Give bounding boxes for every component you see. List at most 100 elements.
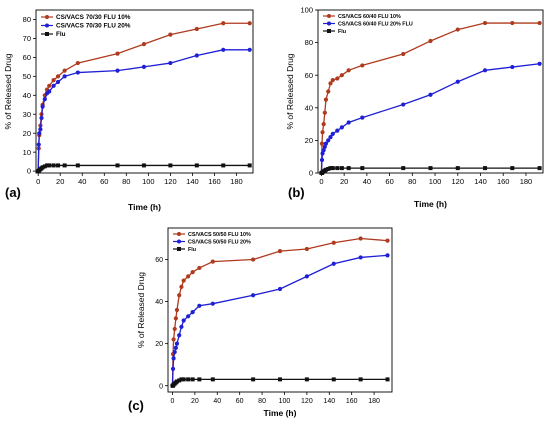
- data-point: [181, 278, 186, 283]
- data-point: [360, 166, 365, 171]
- data-point: [42, 164, 47, 169]
- y-tick-label: 40: [23, 91, 31, 100]
- data-point: [194, 53, 199, 58]
- series-2: [319, 61, 542, 176]
- data-point: [171, 356, 176, 361]
- data-point: [339, 125, 344, 130]
- data-point: [47, 83, 52, 88]
- data-point: [186, 274, 191, 279]
- data-point: [221, 47, 226, 52]
- x-tick-label: 20: [56, 177, 64, 186]
- legend-marker: [45, 23, 49, 28]
- data-point: [247, 47, 252, 52]
- x-tick-label: 160: [208, 177, 221, 186]
- y-tick-label: 60: [155, 257, 163, 264]
- data-point: [168, 163, 173, 168]
- y-tick-label: 0: [159, 383, 163, 390]
- data-point: [278, 377, 282, 382]
- data-point: [174, 307, 180, 313]
- data-point: [247, 163, 252, 168]
- data-point: [335, 166, 340, 171]
- data-point: [62, 74, 67, 79]
- x-tick-label: 160: [346, 398, 358, 405]
- x-tick-label: 40: [78, 177, 86, 186]
- data-point: [322, 110, 327, 115]
- data-point: [330, 77, 335, 83]
- legend-marker: [177, 232, 181, 236]
- data-point: [173, 316, 178, 321]
- legend-marker: [327, 14, 331, 18]
- data-point: [197, 377, 202, 382]
- data-point: [51, 78, 56, 83]
- data-point: [40, 104, 45, 109]
- data-point: [330, 131, 335, 136]
- data-point: [190, 377, 195, 382]
- panel-label: (b): [288, 185, 305, 200]
- data-point: [37, 131, 42, 136]
- legend-label: CS/VACS 50/50 FLU 20%: [188, 240, 251, 246]
- data-point: [190, 270, 195, 275]
- data-point: [385, 238, 390, 243]
- x-tick-label: 100: [279, 398, 291, 405]
- x-tick-label: 180: [368, 398, 380, 405]
- data-point: [428, 166, 433, 171]
- y-tick-label: 80: [305, 38, 313, 47]
- data-point: [510, 166, 515, 171]
- y-tick-label: 70: [23, 34, 31, 43]
- plot-frame: [167, 227, 393, 393]
- x-tick-label: 80: [408, 177, 416, 186]
- x-tick-label: 0: [36, 177, 40, 186]
- x-tick-label: 20: [340, 177, 348, 186]
- data-point: [174, 341, 180, 346]
- data-point: [55, 79, 61, 85]
- legend-label: CS/VACS 60/40 FLU 10%: [338, 14, 401, 20]
- data-point: [194, 26, 199, 32]
- data-point: [55, 74, 61, 79]
- data-point: [141, 163, 146, 168]
- data-point: [141, 64, 147, 69]
- data-point: [346, 120, 351, 125]
- data-point: [401, 166, 406, 171]
- data-point: [331, 240, 336, 245]
- data-point: [42, 96, 47, 102]
- x-axis-label: Time (h): [264, 408, 297, 418]
- data-point: [56, 163, 61, 168]
- data-point: [401, 102, 406, 107]
- y-tick-label: 20: [305, 136, 313, 145]
- data-point: [483, 166, 488, 171]
- series-1: [319, 20, 542, 176]
- data-point: [186, 314, 191, 319]
- panel-label: (a): [5, 185, 21, 200]
- data-point: [346, 68, 351, 73]
- series-1: [36, 21, 252, 174]
- data-point: [322, 144, 327, 150]
- y-tick-label: 40: [305, 103, 313, 112]
- data-point: [62, 68, 67, 73]
- x-tick-label: 80: [122, 177, 130, 186]
- x-axis-label: Time (h): [414, 199, 447, 209]
- data-point: [328, 166, 333, 171]
- data-point: [326, 138, 331, 143]
- data-point: [40, 165, 45, 170]
- plot-frame: [35, 9, 254, 174]
- data-point: [328, 81, 333, 86]
- data-point: [174, 379, 179, 384]
- data-point: [62, 163, 67, 168]
- data-point: [455, 79, 460, 84]
- y-axis-label: % of Released Drug: [285, 53, 295, 129]
- data-point: [186, 377, 191, 382]
- data-point: [335, 76, 340, 81]
- x-axis-label: Time (h): [128, 202, 161, 212]
- legend-label: Flu: [338, 29, 346, 35]
- legend-label: CS/VACS 70/30 FLU 20%: [56, 23, 131, 30]
- data-point: [358, 377, 363, 382]
- y-tick-label: 0: [309, 169, 313, 178]
- data-point: [428, 38, 433, 44]
- data-point: [47, 163, 52, 168]
- data-point: [172, 326, 177, 332]
- data-point: [537, 20, 542, 26]
- data-point: [115, 68, 120, 73]
- data-point: [323, 141, 329, 146]
- data-point: [277, 249, 283, 254]
